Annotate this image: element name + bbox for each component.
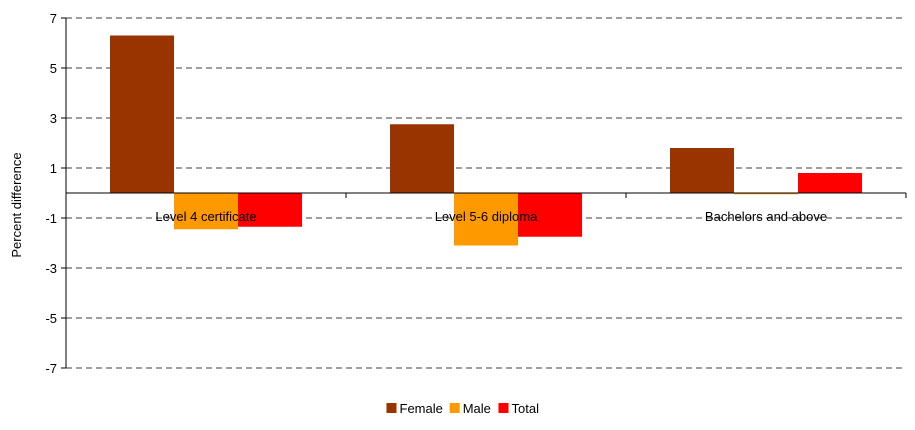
- category-labels: Level 4 certificate Level 5-6 diploma Bach…: [155, 209, 827, 224]
- legend-label-female: Female: [400, 401, 443, 416]
- y-tick-label: 1: [50, 161, 57, 176]
- y-tick-label: -1: [45, 211, 57, 226]
- y-tick-label: 7: [50, 11, 57, 26]
- y-axis-title: Percent difference: [9, 152, 24, 257]
- bar-total-1: [518, 193, 582, 237]
- bar-total-0: [238, 193, 302, 227]
- bar-total-2: [798, 173, 862, 193]
- bar-male-1: [454, 193, 518, 246]
- legend-label-male: Male: [463, 401, 491, 416]
- legend: Female Male Total: [386, 401, 540, 416]
- axes: [61, 17, 907, 369]
- y-tick-labels: 7 5 3 1 -1 -3 -5 -7: [45, 11, 57, 376]
- y-tick-label: 5: [50, 61, 57, 76]
- bar-male-2: [734, 193, 798, 195]
- legend-label-total: Total: [512, 401, 540, 416]
- bar-male-0: [174, 193, 238, 230]
- bar-female-1: [390, 124, 454, 193]
- bar-female-0: [110, 35, 174, 193]
- y-tick-label: -7: [45, 361, 57, 376]
- category-label: Level 5-6 diploma: [435, 209, 538, 224]
- y-tick-label: -5: [45, 311, 57, 326]
- legend-swatch-male: [449, 403, 460, 413]
- y-tick-label: 3: [50, 111, 57, 126]
- legend-swatch-total: [498, 403, 509, 413]
- legend-swatch-female: [386, 403, 397, 413]
- y-tick-label: -3: [45, 261, 57, 276]
- category-label: Bachelors and above: [705, 209, 827, 224]
- bar-female-2: [670, 148, 734, 193]
- bars: [110, 35, 862, 246]
- category-label: Level 4 certificate: [155, 209, 256, 224]
